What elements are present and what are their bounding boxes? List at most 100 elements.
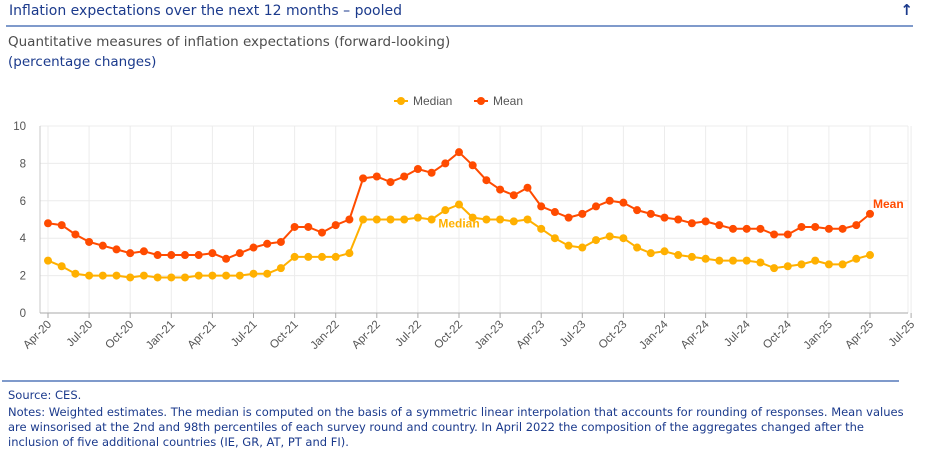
mean-point (290, 222, 299, 231)
y-tick-label: 0 (20, 308, 26, 320)
axes: 0 2 4 6 8 10 Apr-20 Jul-20 Oct-20 Jan-21 Apr-21 Jul… (13, 121, 917, 352)
mean-point (633, 206, 642, 215)
mean-point (605, 196, 614, 205)
y-tick-label: 2 (20, 271, 26, 283)
mean-point (455, 148, 463, 157)
mean-point (783, 230, 792, 239)
legend-median-label: Median (413, 94, 452, 108)
annotation-median: Median (438, 217, 479, 231)
median-point (852, 254, 861, 263)
median-point (537, 224, 546, 233)
median-point (71, 269, 80, 278)
mean-point (866, 209, 874, 218)
median-point (126, 273, 135, 282)
mean-point (427, 168, 436, 177)
x-tick-label: Oct-20 (103, 319, 136, 352)
median-point (729, 256, 737, 265)
mean-point (619, 198, 628, 207)
mean-point (345, 215, 354, 224)
mean-point (701, 217, 710, 226)
median-point (276, 264, 285, 273)
median-point (550, 234, 559, 243)
mean-point (523, 183, 532, 192)
mean-point (112, 245, 121, 254)
mean-point (537, 202, 546, 211)
mean-point (359, 174, 368, 183)
mean-point (838, 224, 847, 233)
y-tick-label: 8 (20, 158, 26, 170)
median-point (824, 260, 833, 269)
mean-point (153, 251, 162, 260)
x-tick-label: Apr-23 (514, 319, 547, 352)
x-tick-label: Jan-21 (144, 319, 177, 352)
x-tick-label: Jul-21 (229, 319, 260, 350)
median-point (44, 256, 52, 265)
mean-point (44, 219, 52, 228)
x-tick-label: Jul-24 (722, 318, 753, 349)
median-point (249, 269, 258, 278)
median-point (838, 260, 847, 269)
median-point (564, 241, 573, 250)
median-point (482, 215, 491, 224)
chart-header: Inflation expectations over the next 12 … (6, 0, 913, 27)
x-tick-label: Apr-21 (186, 319, 219, 352)
legend-mean-marker (477, 97, 485, 105)
mean-point (592, 202, 600, 211)
median-point (687, 252, 696, 261)
x-tick-label: Jan-24 (637, 318, 671, 352)
x-tick-label: Jan-22 (308, 319, 341, 352)
y-tick-label: 10 (13, 121, 26, 133)
mean-point (98, 241, 107, 250)
mean-point (304, 222, 313, 231)
median-point (578, 243, 587, 252)
mean-point (85, 237, 94, 246)
mean-point (441, 159, 450, 168)
median-point (167, 273, 176, 282)
median-point (98, 271, 107, 280)
series-median (44, 200, 874, 282)
median-point (866, 251, 874, 260)
median-point (413, 213, 422, 222)
mean-point (208, 249, 217, 258)
mean-point (194, 251, 203, 260)
arrow-up-icon[interactable]: ↑ (900, 1, 913, 19)
median-point (331, 252, 340, 261)
chart-subtitle: Quantitative measures of inflation expec… (8, 34, 451, 50)
chart-units: (percentage changes) (8, 54, 157, 70)
mean-point (496, 185, 505, 194)
median-point (386, 215, 395, 224)
median-point (427, 215, 436, 224)
mean-point (564, 213, 573, 222)
median-point (770, 264, 779, 273)
mean-point (400, 172, 409, 181)
mean-point (742, 224, 751, 233)
median-point (235, 271, 244, 280)
median-point (496, 215, 505, 224)
notes-text: Notes: Weighted estimates. The median is… (8, 405, 904, 449)
footer-divider (2, 380, 450, 382)
mean-point (235, 249, 244, 258)
mean-point (797, 222, 806, 231)
x-tick-label: Jul-25 (887, 319, 918, 350)
median-point (304, 252, 313, 261)
footer-divider (450, 380, 899, 382)
median-point (400, 215, 409, 224)
x-tick-label: Jul-20 (65, 319, 96, 350)
legend-item-mean[interactable]: Mean (474, 94, 523, 108)
median-point (345, 249, 354, 258)
x-tick-label: Jul-22 (393, 319, 424, 350)
median-point (208, 271, 217, 280)
y-tick-label: 6 (20, 196, 26, 208)
median-point (112, 271, 121, 280)
median-point (263, 269, 272, 278)
median-point (455, 200, 463, 209)
mean-point (331, 221, 340, 230)
median-point (194, 271, 203, 280)
chart-title: Inflation expectations over the next 12 … (9, 3, 403, 19)
legend-item-median[interactable]: Median (394, 94, 452, 108)
median-point (318, 252, 326, 261)
mean-point (824, 224, 833, 233)
mean-point (509, 191, 518, 200)
y-tick-label: 4 (20, 233, 27, 245)
